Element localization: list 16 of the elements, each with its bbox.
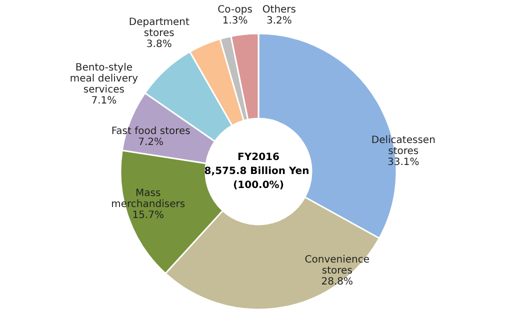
data-label: 3.2% <box>266 16 292 27</box>
data-label: 1.3% <box>222 16 248 27</box>
slice-label: Delicatessen stores <box>371 134 436 157</box>
text: 8,575.8 Billion Yen <box>204 166 310 177</box>
slice-label: Others <box>262 4 296 16</box>
slice-label: Fast food stores <box>111 126 190 137</box>
slice-label: Bento-style meal delivery services <box>70 62 138 96</box>
data-label: 33.1% <box>388 156 420 168</box>
data-label: 3.8% <box>146 39 172 50</box>
text: FY2016 <box>238 152 280 163</box>
slice-label: Department stores <box>128 17 190 39</box>
data-label: 7.2% <box>138 137 164 148</box>
data-label: 7.1% <box>91 96 117 107</box>
slice-label: Co-ops <box>218 4 252 16</box>
data-label: 15.7% <box>132 210 164 222</box>
text: (100.0%) <box>233 180 284 191</box>
